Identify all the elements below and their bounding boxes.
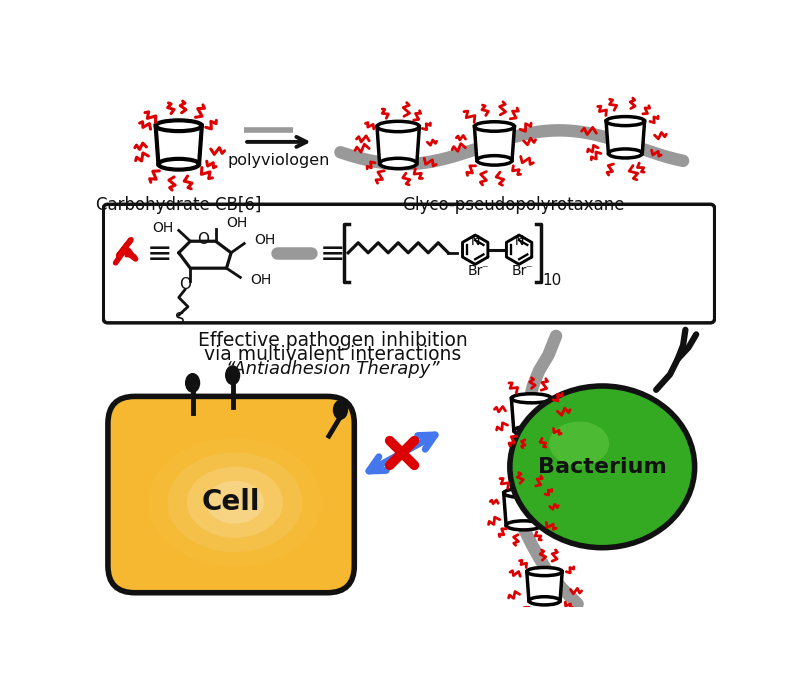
- FancyBboxPatch shape: [108, 396, 354, 593]
- Ellipse shape: [608, 149, 642, 158]
- Ellipse shape: [159, 159, 199, 170]
- Text: OH: OH: [255, 233, 275, 247]
- Ellipse shape: [606, 117, 645, 125]
- Ellipse shape: [475, 122, 515, 131]
- Ellipse shape: [477, 155, 512, 165]
- Text: +: +: [518, 234, 527, 243]
- Ellipse shape: [549, 421, 609, 466]
- Polygon shape: [606, 121, 645, 153]
- Text: $\equiv$: $\equiv$: [140, 238, 171, 267]
- Polygon shape: [377, 126, 420, 164]
- Ellipse shape: [156, 120, 202, 131]
- Text: S: S: [176, 312, 185, 327]
- Text: Br: Br: [512, 264, 527, 278]
- Text: OH: OH: [251, 273, 271, 288]
- Text: ⁻: ⁻: [525, 263, 531, 276]
- Text: Br: Br: [468, 264, 483, 278]
- Text: O: O: [197, 232, 209, 247]
- Polygon shape: [156, 125, 202, 164]
- Ellipse shape: [514, 426, 549, 435]
- Ellipse shape: [529, 597, 560, 605]
- FancyBboxPatch shape: [103, 205, 715, 323]
- Ellipse shape: [226, 366, 239, 385]
- Text: Carbohydrate CB[6]: Carbohydrate CB[6]: [96, 196, 262, 213]
- Polygon shape: [512, 398, 551, 430]
- Text: polyviologen: polyviologen: [227, 153, 330, 168]
- Polygon shape: [475, 126, 515, 160]
- Text: $\equiv$: $\equiv$: [314, 238, 344, 267]
- Ellipse shape: [380, 158, 417, 168]
- Text: 10: 10: [542, 273, 562, 288]
- Text: N: N: [515, 235, 523, 248]
- Ellipse shape: [187, 466, 283, 538]
- Text: +: +: [474, 234, 484, 243]
- Ellipse shape: [506, 521, 541, 530]
- Ellipse shape: [510, 386, 694, 548]
- Text: OH: OH: [227, 216, 247, 230]
- Text: Bacterium: Bacterium: [538, 457, 666, 477]
- Text: “Antiadhesion Therapy”: “Antiadhesion Therapy”: [226, 360, 440, 378]
- Text: ⁻: ⁻: [481, 263, 488, 276]
- Polygon shape: [504, 493, 543, 525]
- Ellipse shape: [377, 121, 420, 132]
- Text: Glyco-pseudopolyrotaxane: Glyco-pseudopolyrotaxane: [402, 196, 625, 213]
- Ellipse shape: [206, 481, 264, 524]
- Ellipse shape: [527, 567, 563, 576]
- Text: O: O: [179, 277, 191, 292]
- Text: OH: OH: [152, 221, 173, 235]
- Ellipse shape: [168, 452, 302, 552]
- Text: Cell: Cell: [202, 488, 260, 516]
- Text: via multivalent interactions: via multivalent interactions: [204, 345, 461, 364]
- Ellipse shape: [512, 394, 551, 403]
- Ellipse shape: [504, 488, 543, 498]
- Ellipse shape: [334, 400, 347, 419]
- Text: Effective pathogen inhibition: Effective pathogen inhibition: [198, 331, 468, 350]
- FancyArrowPatch shape: [369, 435, 435, 471]
- Polygon shape: [527, 572, 563, 601]
- Text: N: N: [471, 235, 480, 248]
- Ellipse shape: [186, 374, 200, 392]
